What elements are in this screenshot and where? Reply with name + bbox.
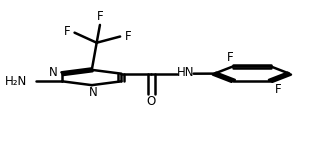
Text: F: F bbox=[97, 10, 104, 23]
Text: F: F bbox=[64, 25, 71, 38]
Text: N: N bbox=[49, 66, 57, 79]
Text: N: N bbox=[89, 86, 98, 99]
Text: F: F bbox=[275, 83, 281, 96]
Text: H₂N: H₂N bbox=[5, 75, 27, 88]
Text: HN: HN bbox=[177, 66, 194, 79]
Text: F: F bbox=[125, 30, 132, 43]
Text: F: F bbox=[227, 51, 234, 64]
Text: O: O bbox=[147, 95, 156, 108]
